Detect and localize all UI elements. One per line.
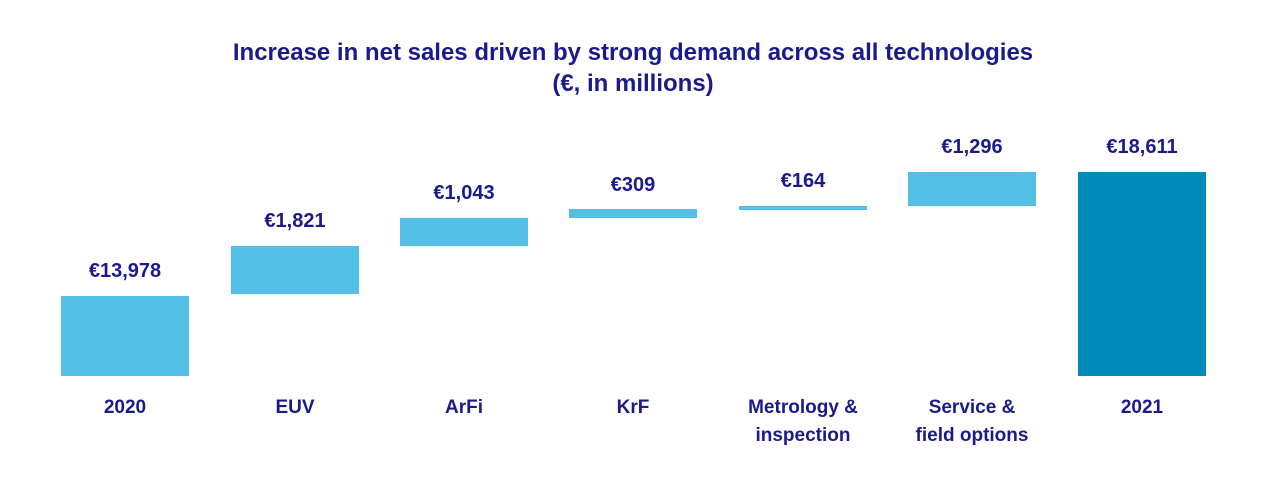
bar-metrology <box>739 206 867 210</box>
value-label-2021: €18,611 <box>1106 136 1178 158</box>
bar-service <box>908 172 1036 206</box>
value-label-arfi: €1,043 <box>433 182 495 204</box>
category-label-arfi: ArFi <box>445 397 483 418</box>
bar-euv <box>231 246 359 294</box>
value-label-krf: €309 <box>610 174 656 196</box>
bar-2021 <box>1078 172 1206 376</box>
category-label-euv: EUV <box>275 397 315 418</box>
bar-2020 <box>61 296 189 376</box>
bar-krf <box>569 209 697 218</box>
value-label-metrology: €164 <box>780 170 826 192</box>
category-label-2021: 2021 <box>1120 397 1164 418</box>
category-label-krf: KrF <box>616 397 650 418</box>
value-label-service: €1,296 <box>941 136 1003 158</box>
category-label-service: Service & field options <box>915 397 1029 446</box>
value-label-2020: €13,978 <box>88 260 162 282</box>
chart-title-line-2: (€, in millions) <box>552 70 714 97</box>
category-label-metrology: Metrology & inspection <box>748 397 858 446</box>
bar-arfi <box>400 218 528 246</box>
category-label-2020: 2020 <box>103 397 147 418</box>
value-label-euv: €1,821 <box>264 210 326 232</box>
chart-title-line-1: Increase in net sales driven by strong d… <box>232 39 1034 66</box>
